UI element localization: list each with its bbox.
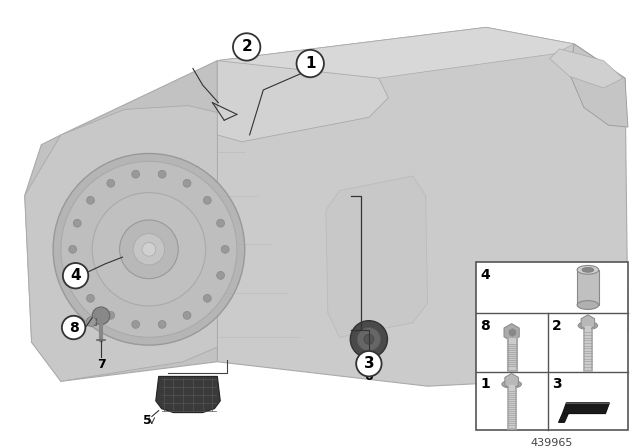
Circle shape	[86, 294, 94, 302]
Text: 1: 1	[481, 377, 490, 392]
Bar	[476, 262, 628, 430]
Circle shape	[132, 170, 140, 178]
Circle shape	[86, 196, 94, 204]
Circle shape	[62, 316, 85, 339]
Polygon shape	[87, 318, 96, 325]
Text: 3: 3	[552, 377, 561, 392]
Circle shape	[74, 271, 81, 279]
Text: 7: 7	[97, 358, 106, 371]
Circle shape	[356, 351, 381, 376]
Circle shape	[158, 170, 166, 178]
Circle shape	[296, 50, 324, 77]
Text: 1: 1	[305, 56, 316, 71]
Circle shape	[204, 196, 211, 204]
Polygon shape	[156, 376, 220, 413]
Text: 6: 6	[365, 370, 373, 383]
Polygon shape	[563, 403, 609, 414]
Circle shape	[133, 234, 164, 265]
Polygon shape	[218, 60, 388, 142]
Ellipse shape	[502, 380, 522, 388]
Text: 4: 4	[481, 268, 490, 282]
Circle shape	[221, 246, 229, 253]
Circle shape	[86, 317, 96, 327]
Circle shape	[53, 154, 244, 345]
Circle shape	[357, 327, 381, 351]
Polygon shape	[570, 44, 628, 127]
Bar	[577, 270, 598, 305]
Text: 2: 2	[241, 39, 252, 54]
Circle shape	[68, 246, 77, 253]
Circle shape	[107, 179, 115, 187]
Text: 439965: 439965	[531, 438, 573, 448]
Text: 2: 2	[552, 319, 561, 333]
Text: 8: 8	[68, 320, 79, 335]
Circle shape	[183, 311, 191, 319]
Polygon shape	[550, 49, 623, 88]
Circle shape	[63, 263, 88, 289]
Circle shape	[350, 321, 387, 358]
Circle shape	[120, 220, 178, 279]
Circle shape	[364, 334, 374, 344]
Polygon shape	[25, 106, 218, 381]
Circle shape	[217, 220, 225, 227]
Polygon shape	[201, 27, 628, 386]
Circle shape	[92, 307, 110, 325]
Polygon shape	[218, 27, 574, 106]
Circle shape	[233, 33, 260, 60]
Circle shape	[107, 311, 115, 319]
Circle shape	[132, 320, 140, 328]
Circle shape	[142, 242, 156, 256]
Circle shape	[61, 161, 237, 337]
Ellipse shape	[577, 301, 598, 310]
Circle shape	[204, 294, 211, 302]
Text: 5: 5	[143, 414, 151, 427]
Ellipse shape	[577, 265, 598, 274]
Polygon shape	[25, 60, 218, 381]
Polygon shape	[326, 176, 428, 337]
Text: 3: 3	[364, 356, 374, 371]
Circle shape	[183, 179, 191, 187]
Circle shape	[74, 220, 81, 227]
Polygon shape	[559, 414, 568, 422]
Circle shape	[217, 271, 225, 279]
Circle shape	[158, 320, 166, 328]
Ellipse shape	[582, 267, 594, 272]
Text: 4: 4	[70, 268, 81, 283]
Circle shape	[92, 193, 205, 306]
Ellipse shape	[578, 322, 598, 329]
Text: 8: 8	[481, 319, 490, 333]
